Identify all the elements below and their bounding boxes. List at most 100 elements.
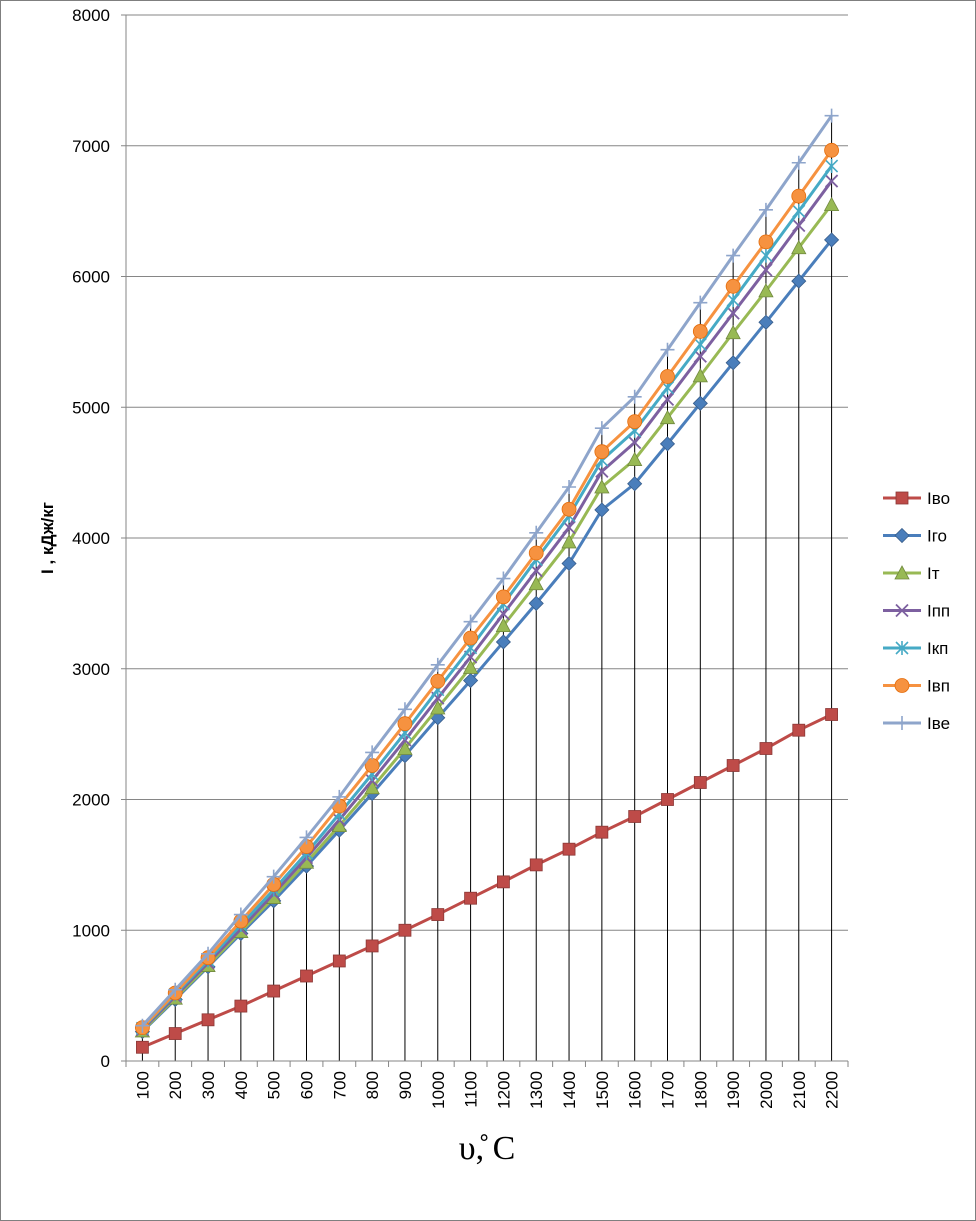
data-point <box>266 869 281 884</box>
data-point <box>693 337 707 352</box>
data-point <box>431 908 445 921</box>
data-point <box>528 595 544 611</box>
x-tick-label: 1700 <box>659 1071 678 1109</box>
data-point <box>693 776 707 789</box>
x-tick-label: 1300 <box>527 1071 546 1109</box>
y-tick-label: 5000 <box>72 398 110 417</box>
data-point <box>497 875 510 889</box>
data-point <box>692 324 708 339</box>
series-line <box>141 713 833 1049</box>
data-point <box>201 946 216 961</box>
data-point <box>397 716 413 732</box>
axis-layer: 0 1000 2000 3000 4000 5000 6000 7000 8000 100 200 3… <box>72 6 849 1109</box>
data-point <box>726 248 741 263</box>
y-tick-label: 1000 <box>72 921 110 940</box>
data-point <box>824 232 840 248</box>
legend-label: Iго <box>927 527 947 546</box>
data-point <box>692 395 708 411</box>
series-layer <box>134 108 840 1054</box>
series-line <box>141 149 833 1029</box>
data-point <box>824 108 839 123</box>
y-tick-label: 2000 <box>72 791 110 810</box>
data-point <box>528 545 544 561</box>
data-point <box>234 999 248 1013</box>
x-tick-label: 1500 <box>593 1071 612 1109</box>
data-point <box>594 479 610 494</box>
data-point <box>299 830 314 845</box>
legend-label: Iвп <box>927 677 950 696</box>
x-tick-label: 800 <box>363 1071 382 1099</box>
data-point <box>398 923 412 937</box>
data-point <box>726 306 740 320</box>
x-tick-label: 200 <box>166 1071 185 1099</box>
data-point <box>791 188 807 204</box>
data-point <box>894 678 910 693</box>
data-point <box>894 565 910 580</box>
x-tick-label: 1200 <box>494 1071 513 1109</box>
x-tick-label: 2200 <box>823 1071 842 1109</box>
legend-entry: Iво <box>883 489 950 508</box>
data-point <box>168 982 183 997</box>
data-point <box>726 759 740 772</box>
legend-entry: Iкп <box>883 639 948 658</box>
x-tick-label: 2000 <box>757 1071 776 1109</box>
x-tick-label: 1800 <box>691 1071 710 1109</box>
grid-layer <box>126 14 848 931</box>
data-point <box>594 444 610 460</box>
data-point <box>725 355 741 371</box>
data-point <box>464 891 477 905</box>
y-tick-label: 7000 <box>72 137 110 156</box>
data-point <box>660 369 675 384</box>
data-point <box>726 293 740 308</box>
data-point <box>895 716 909 730</box>
legend-entry: Iпп <box>883 602 950 621</box>
x-axis-title: υ,̊ C <box>459 1130 516 1167</box>
data-point <box>823 196 840 211</box>
data-point <box>659 436 676 452</box>
x-tick-label: 900 <box>396 1071 415 1099</box>
data-point <box>529 858 543 872</box>
data-point <box>693 295 708 310</box>
data-point <box>627 476 643 492</box>
data-point <box>825 159 839 174</box>
y-tick-label: 6000 <box>72 268 110 287</box>
data-point <box>725 278 741 294</box>
x-tick-label: 1900 <box>724 1071 743 1109</box>
data-point <box>462 659 479 674</box>
data-point <box>659 409 676 425</box>
data-point <box>168 1027 182 1040</box>
series-line <box>141 180 833 1031</box>
data-point <box>365 745 380 760</box>
x-tick-label: 300 <box>199 1071 218 1099</box>
data-point <box>561 555 577 572</box>
series-line <box>141 238 833 1033</box>
data-point <box>365 939 379 953</box>
legend-label: Iкп <box>927 639 948 658</box>
data-point <box>758 283 774 298</box>
legend-label: Iво <box>927 489 950 508</box>
y-tick-label: 3000 <box>72 660 110 679</box>
data-point <box>627 451 643 466</box>
data-point <box>496 589 511 605</box>
data-point <box>627 414 643 430</box>
x-tick-label: 1100 <box>462 1071 481 1108</box>
data-point <box>693 349 707 363</box>
data-point <box>692 368 708 383</box>
x-tick-label: 1400 <box>560 1071 579 1109</box>
data-point <box>495 634 511 650</box>
data-point <box>825 708 838 721</box>
data-point <box>628 435 642 450</box>
data-point <box>562 480 577 495</box>
y-tick-label: 8000 <box>72 6 110 25</box>
data-point <box>759 248 773 263</box>
data-point <box>300 969 313 983</box>
series-7 <box>135 108 839 1033</box>
data-point <box>463 614 478 629</box>
data-point <box>792 204 806 219</box>
legend: Iво Iго Iт Iпп Iкп Iвп Iве <box>883 489 950 733</box>
data-point <box>463 630 478 646</box>
data-point <box>528 575 544 591</box>
data-point <box>791 273 807 289</box>
data-point <box>758 202 773 217</box>
